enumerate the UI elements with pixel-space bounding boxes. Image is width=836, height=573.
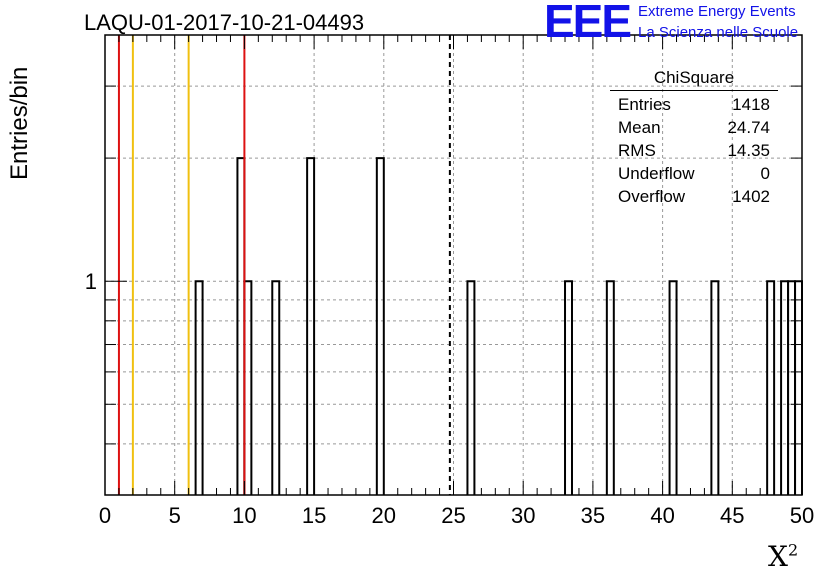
x-tick-label: 20 xyxy=(372,503,396,528)
stats-value: 14.35 xyxy=(727,141,770,160)
histogram-bin xyxy=(194,280,204,495)
x-tick-label: 35 xyxy=(581,503,605,528)
stats-label: Overflow xyxy=(618,187,686,206)
chart-title: LAQU-01-2017-10-21-04493 xyxy=(84,10,365,35)
x-tick-label: 40 xyxy=(650,503,674,528)
x-tick-label: 5 xyxy=(169,503,181,528)
stats-value: 1402 xyxy=(732,187,770,206)
histogram-bin xyxy=(306,157,316,495)
logo-caption-line1: Extreme Energy Events xyxy=(638,3,796,20)
stats-title: ChiSquare xyxy=(610,68,778,91)
x-tick-label: 50 xyxy=(790,503,814,528)
histogram-bin xyxy=(668,280,678,495)
histogram-bin xyxy=(787,280,797,495)
y-tick-label: 1 xyxy=(85,269,97,294)
logo-caption-line2: La Scienza nelle Scuole xyxy=(638,24,799,41)
histogram-bin xyxy=(605,280,615,495)
stats-label: Entries xyxy=(618,95,671,114)
stats-row-underflow: Underflow 0 xyxy=(610,162,778,185)
x-axis-label: X2 xyxy=(768,540,799,573)
histogram-bin xyxy=(794,280,803,495)
stats-value: 1418 xyxy=(732,95,770,114)
y-axis-label: Entries/bin xyxy=(6,66,33,180)
stats-label: Mean xyxy=(618,118,661,137)
x-tick-label: 25 xyxy=(441,503,465,528)
x-tick-label: 45 xyxy=(720,503,744,528)
histogram-bin xyxy=(243,280,253,495)
x-tick-label: 30 xyxy=(511,503,535,528)
stats-row-entries: Entries 1418 xyxy=(610,93,778,116)
stats-row-mean: Mean 24.74 xyxy=(610,116,778,139)
histogram-bin xyxy=(236,157,246,495)
histogram-bin xyxy=(564,280,573,495)
x-tick-label: 0 xyxy=(99,503,111,528)
histogram-bin xyxy=(466,280,476,495)
histogram-bin xyxy=(766,280,776,495)
histogram-bin xyxy=(710,280,720,495)
stats-row-overflow: Overflow 1402 xyxy=(610,185,778,208)
stats-label: Underflow xyxy=(618,164,695,183)
stats-value: 24.74 xyxy=(727,118,770,137)
x-tick-label: 10 xyxy=(232,503,256,528)
histogram-bin xyxy=(375,157,385,495)
eee-logo: EEE xyxy=(544,0,632,47)
stats-value: 0 xyxy=(760,164,770,183)
x-tick-label: 15 xyxy=(302,503,326,528)
histogram-bin xyxy=(780,280,790,495)
stats-label: RMS xyxy=(618,141,656,160)
stats-box: ChiSquare Entries 1418 Mean 24.74 RMS 14… xyxy=(610,68,778,208)
histogram-bin xyxy=(271,280,281,495)
stats-row-rms: RMS 14.35 xyxy=(610,139,778,162)
